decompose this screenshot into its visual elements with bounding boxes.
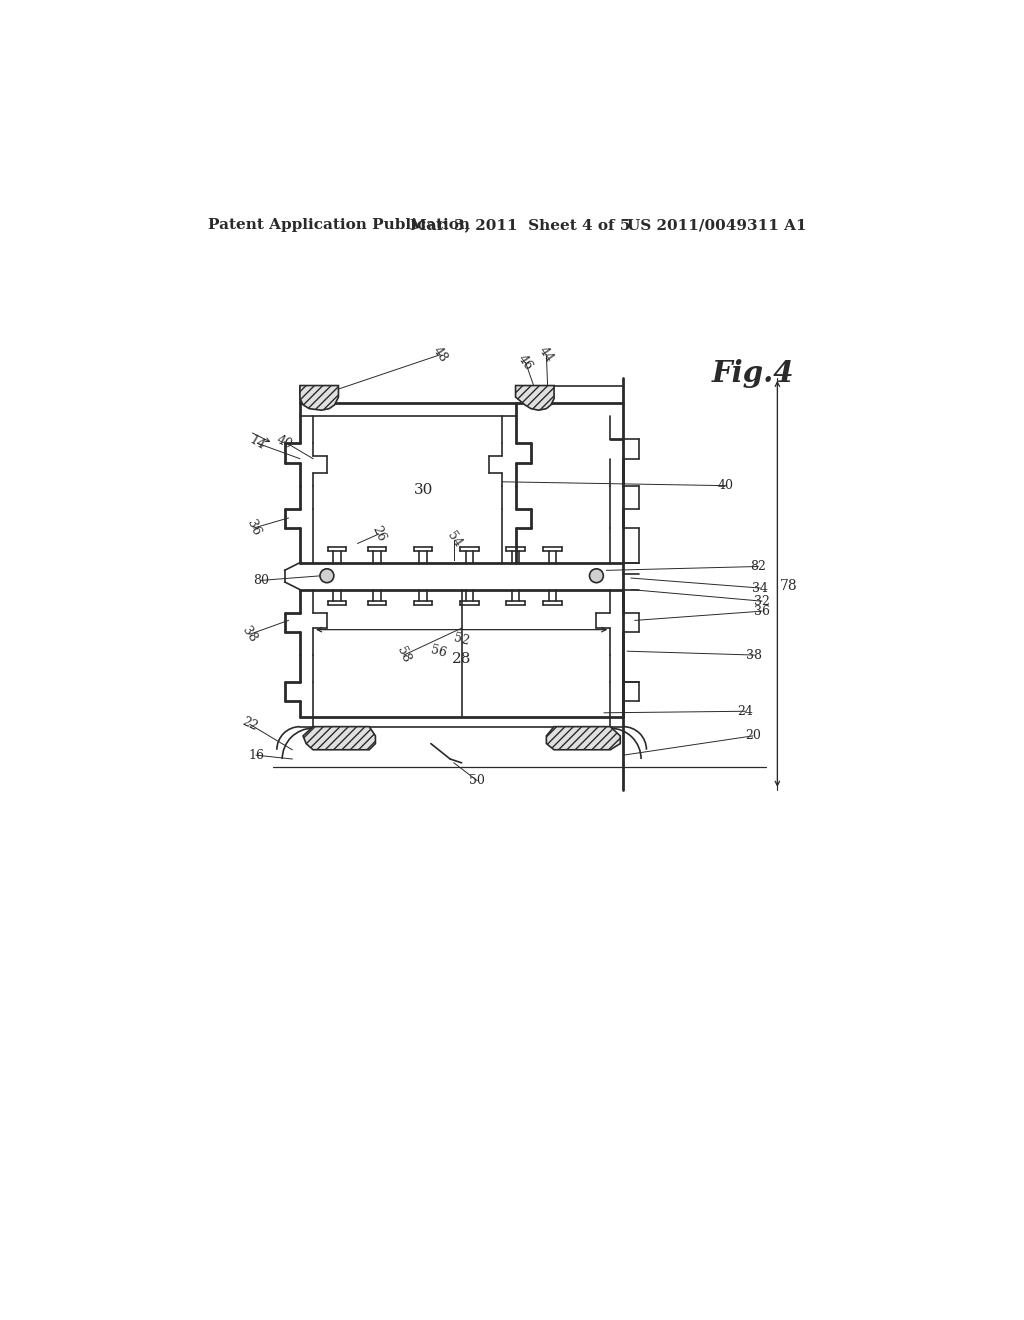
- Text: 80: 80: [254, 574, 269, 587]
- Text: Mar. 3, 2011  Sheet 4 of 5: Mar. 3, 2011 Sheet 4 of 5: [410, 218, 631, 232]
- Text: 20: 20: [744, 730, 761, 742]
- Text: 56: 56: [429, 643, 447, 660]
- Text: 78: 78: [780, 578, 798, 593]
- Text: 54: 54: [444, 529, 464, 550]
- Text: 44: 44: [537, 345, 556, 366]
- Text: 40: 40: [274, 433, 295, 451]
- Text: 22: 22: [240, 715, 260, 734]
- Text: 36: 36: [245, 517, 263, 539]
- Circle shape: [319, 569, 334, 582]
- Text: 38: 38: [746, 648, 762, 661]
- Polygon shape: [303, 726, 376, 750]
- Text: Fig.4: Fig.4: [712, 359, 795, 388]
- Text: 16: 16: [248, 748, 264, 762]
- Text: US 2011/0049311 A1: US 2011/0049311 A1: [628, 218, 807, 232]
- Polygon shape: [515, 385, 554, 411]
- Text: 40: 40: [718, 479, 734, 492]
- Text: 48: 48: [430, 345, 450, 366]
- Polygon shape: [547, 726, 621, 750]
- Text: 34: 34: [753, 582, 768, 594]
- Text: 50: 50: [469, 774, 485, 787]
- Text: 14: 14: [248, 434, 268, 453]
- Text: 30: 30: [414, 483, 433, 496]
- Text: 24: 24: [737, 705, 753, 718]
- Text: 36: 36: [754, 605, 770, 618]
- Text: 82: 82: [751, 560, 766, 573]
- Polygon shape: [300, 385, 339, 411]
- Text: 46: 46: [516, 352, 536, 372]
- Text: 26: 26: [370, 524, 388, 544]
- Text: 28: 28: [452, 652, 471, 665]
- Text: 38: 38: [240, 624, 260, 644]
- Text: 32: 32: [754, 594, 770, 607]
- Text: 58: 58: [394, 645, 413, 665]
- Text: 52: 52: [453, 631, 471, 648]
- Text: Patent Application Publication: Patent Application Publication: [208, 218, 470, 232]
- Circle shape: [590, 569, 603, 582]
